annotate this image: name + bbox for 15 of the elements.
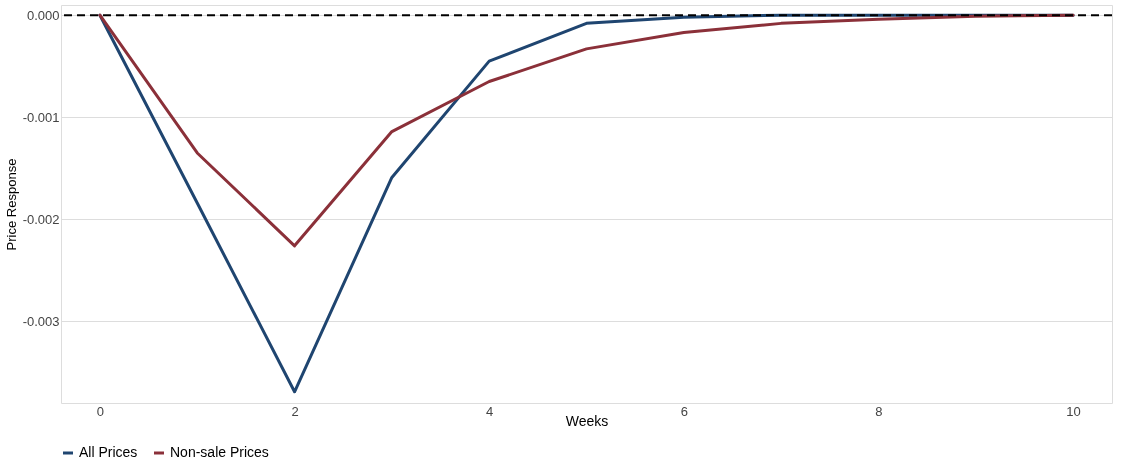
legend-label: Non-sale Prices xyxy=(170,444,269,460)
legend-label: All Prices xyxy=(79,444,138,460)
x-tick-label: 10 xyxy=(1066,403,1081,419)
x-tick-label: 8 xyxy=(875,403,883,419)
x-tick-label: 2 xyxy=(291,403,299,419)
y-axis-title: Price Response xyxy=(3,158,19,251)
y-tick-label: -0.003 xyxy=(22,313,60,329)
line-series xyxy=(98,13,1075,248)
y-tick-label: -0.002 xyxy=(22,211,60,227)
x-tick-label: 6 xyxy=(680,403,688,419)
y-tick-label: -0.001 xyxy=(22,109,60,125)
y-tick-label: 0.000 xyxy=(26,7,60,23)
x-tick-label: 0 xyxy=(96,403,105,419)
x-axis-title: Weeks xyxy=(565,412,609,429)
x-tick-label: 4 xyxy=(486,403,494,419)
